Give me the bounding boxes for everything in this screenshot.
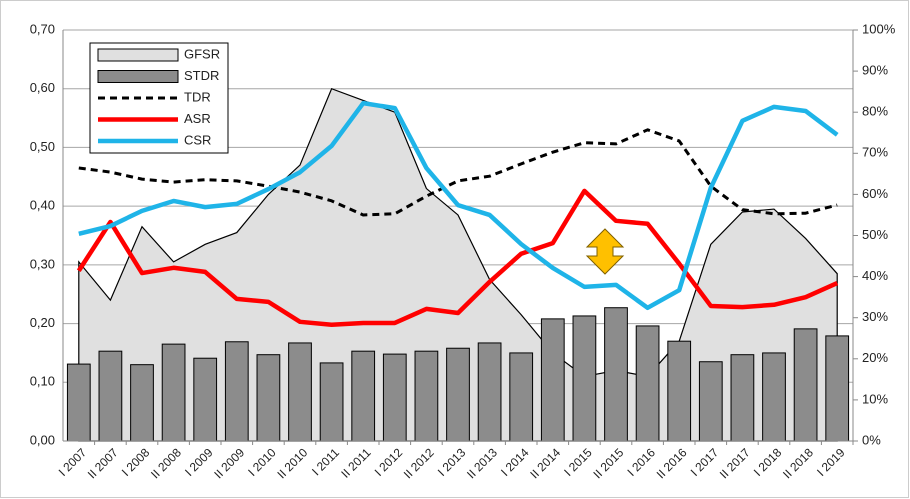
bar xyxy=(256,354,281,442)
y2-tick-label: 0% xyxy=(862,432,881,447)
bar xyxy=(414,350,439,442)
y2-tick-label: 40% xyxy=(862,268,888,283)
y2-tick-label: 10% xyxy=(862,391,888,406)
y-tick-label: 0,30 xyxy=(30,256,55,271)
y2-tick-label: 20% xyxy=(862,350,888,365)
legend-label: ASR xyxy=(184,111,211,126)
y2-tick-label: 100% xyxy=(862,21,896,36)
bar xyxy=(477,342,502,442)
bar xyxy=(288,342,312,442)
legend-label: STDR xyxy=(184,68,219,83)
bar xyxy=(319,362,344,442)
y-tick-label: 0,70 xyxy=(30,21,55,36)
bar xyxy=(161,343,186,442)
bar xyxy=(540,318,565,442)
bar xyxy=(193,357,218,442)
line xyxy=(76,188,839,327)
bar xyxy=(446,347,470,442)
y2-tick-label: 70% xyxy=(862,145,888,160)
y2-tick-label: 90% xyxy=(862,63,888,78)
y2-tick-label: 30% xyxy=(862,309,888,324)
y-tick-label: 0,60 xyxy=(30,80,55,95)
y2-tick-label: 80% xyxy=(862,104,888,119)
bar xyxy=(635,325,660,442)
legend-label: TDR xyxy=(184,89,211,104)
bar xyxy=(98,350,123,442)
bar xyxy=(604,307,628,442)
area xyxy=(78,87,838,442)
bar xyxy=(130,364,154,442)
y-tick-label: 0,20 xyxy=(30,315,55,330)
bar xyxy=(730,354,755,442)
arrow-icon xyxy=(585,228,625,275)
bar xyxy=(572,315,597,442)
y-tick-label: 0,50 xyxy=(30,139,55,154)
legend-swatch xyxy=(97,48,179,62)
y2-tick-label: 60% xyxy=(862,186,888,201)
bar xyxy=(762,352,786,442)
legend-label: CSR xyxy=(184,132,211,147)
bar xyxy=(667,340,692,442)
bar xyxy=(698,361,723,442)
bar xyxy=(793,328,818,442)
bar xyxy=(509,352,534,442)
y2-tick-label: 50% xyxy=(862,227,888,242)
y-tick-label: 0,40 xyxy=(30,198,55,213)
legend-swatch xyxy=(97,70,179,83)
bar xyxy=(351,350,376,442)
y-tick-label: 0,10 xyxy=(30,374,55,389)
bar xyxy=(825,335,850,442)
y-tick-label: 0,00 xyxy=(30,432,55,447)
legend-label: GFSR xyxy=(184,46,220,61)
line xyxy=(78,100,839,311)
bar xyxy=(224,341,249,442)
bar xyxy=(382,353,407,442)
bar xyxy=(66,363,91,442)
